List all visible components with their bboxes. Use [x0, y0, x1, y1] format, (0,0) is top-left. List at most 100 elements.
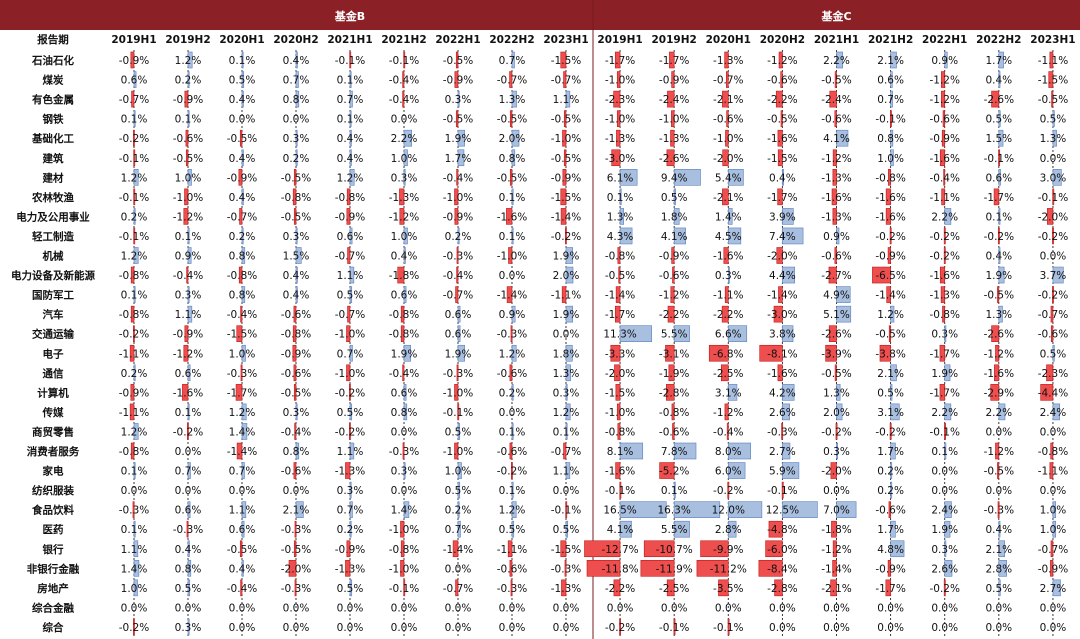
data-bar — [727, 227, 742, 245]
value-label: 4.8% — [877, 544, 904, 556]
data-bar — [1051, 90, 1054, 108]
data-bar — [507, 540, 513, 558]
value-label: 0.7% — [337, 94, 364, 106]
value-label: 0.8% — [391, 407, 418, 419]
value-label: -1.0% — [389, 563, 419, 575]
value-label: 0.0% — [175, 446, 202, 458]
value-label: 1.3% — [985, 309, 1012, 321]
period-header: 2020H2 — [273, 34, 318, 46]
value-label: -1.4% — [875, 290, 905, 302]
data-bar — [349, 286, 353, 303]
data-bar — [239, 208, 243, 225]
industry-label: 综合 — [43, 621, 64, 634]
value-label: -1.0% — [443, 446, 473, 458]
data-bar — [565, 403, 571, 421]
data-bar — [293, 208, 297, 225]
data-bar — [885, 208, 891, 225]
value-label: -0.3% — [497, 329, 527, 341]
value-label: 0.0% — [1040, 602, 1067, 614]
value-label: -1.6% — [821, 192, 851, 204]
data-bar — [890, 71, 893, 88]
value-label: 0.8% — [283, 94, 310, 106]
value-label: 12.5% — [766, 505, 799, 517]
data-bar — [235, 384, 243, 401]
data-bar — [673, 169, 701, 186]
data-bar — [835, 423, 838, 440]
data-bar — [1052, 579, 1061, 597]
value-label: -0.2% — [713, 485, 743, 497]
value-label: 0.6% — [445, 329, 472, 341]
data-bar — [133, 364, 136, 382]
group-title-2: 基金C — [820, 9, 851, 23]
data-bar — [509, 169, 513, 186]
value-label: 1.5% — [283, 251, 310, 263]
data-bar — [998, 559, 1007, 577]
value-label: 0.6% — [121, 75, 148, 87]
period-header: 2019H1 — [597, 34, 642, 46]
value-label: -2.3% — [605, 94, 635, 106]
value-label: -1.0% — [389, 524, 419, 536]
data-bar — [944, 403, 952, 421]
data-bar — [403, 344, 411, 362]
data-bar — [666, 579, 675, 597]
value-label: -2.2% — [767, 94, 797, 106]
data-bar — [347, 247, 351, 264]
industry-label: 交通运输 — [32, 328, 74, 341]
value-label: 0.2% — [337, 524, 364, 536]
data-bar — [349, 51, 352, 69]
data-bar — [727, 208, 733, 225]
value-label: 7.4% — [769, 231, 796, 243]
value-label: 0.0% — [715, 602, 742, 614]
data-bar — [831, 520, 837, 538]
data-bar — [619, 188, 622, 206]
value-label: 0.0% — [985, 485, 1012, 497]
data-bar — [640, 559, 675, 577]
value-label: -0.3% — [497, 583, 527, 595]
data-bar — [241, 344, 246, 362]
data-bar — [129, 344, 135, 362]
value-label: -0.5% — [767, 114, 797, 126]
data-bar — [402, 442, 405, 460]
data-bar — [292, 344, 297, 362]
value-label: 2.7% — [1040, 583, 1067, 595]
industry-label: 机械 — [43, 250, 64, 263]
value-label: 0.0% — [283, 485, 310, 497]
value-label: -0.5% — [821, 368, 851, 380]
value-label: 0.0% — [1040, 622, 1067, 634]
data-bar — [943, 579, 946, 597]
industry-label: 有色金属 — [32, 93, 74, 106]
value-label: 1.2% — [499, 348, 526, 360]
data-bar — [457, 90, 460, 108]
value-label: -2.1% — [713, 94, 743, 106]
data-bar — [131, 90, 135, 108]
value-label: 0.3% — [283, 231, 310, 243]
data-bar — [659, 462, 675, 479]
data-bar — [1049, 462, 1054, 479]
value-label: -1.2% — [821, 544, 851, 556]
data-bar — [346, 188, 351, 206]
value-label: -0.6% — [821, 251, 851, 263]
data-bar — [187, 71, 190, 88]
value-label: 4.1% — [607, 524, 634, 536]
industry-label: 基础化工 — [31, 132, 74, 145]
value-label: 3.0% — [1040, 172, 1067, 184]
value-label: -0.9% — [443, 211, 473, 223]
value-label: -1.6% — [767, 133, 797, 145]
data-bar — [184, 325, 189, 343]
data-bar — [890, 110, 892, 127]
data-bar — [834, 247, 837, 264]
value-label: -0.2% — [119, 329, 149, 341]
data-bar — [998, 579, 1001, 597]
data-bar — [403, 129, 412, 147]
value-label: 0.8% — [283, 446, 310, 458]
value-label: -6.0% — [767, 544, 797, 556]
data-bar — [727, 384, 738, 401]
data-bar — [241, 462, 245, 479]
data-bar — [129, 403, 135, 421]
value-label: 0.4% — [229, 192, 256, 204]
value-label: -2.2% — [605, 583, 635, 595]
data-bar — [565, 305, 573, 323]
value-label: -0.6% — [497, 446, 527, 458]
value-label: -0.7% — [335, 309, 365, 321]
